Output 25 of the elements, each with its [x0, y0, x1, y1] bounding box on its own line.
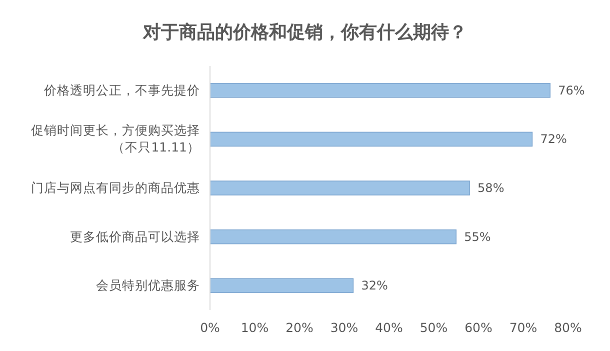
y-tick-label: 促销时间更长，方便购买选择（不只11.11） [31, 122, 200, 155]
x-tick-label: 10% [240, 320, 269, 335]
y-tick-label: 会员特别优惠服务 [96, 278, 200, 293]
bar [210, 180, 470, 196]
x-tick-label: 80% [554, 320, 582, 335]
x-tick-label: 40% [375, 320, 404, 335]
chart-title: 对于商品的价格和促销，你有什么期待？ [142, 22, 467, 43]
x-tick-label: 0% [200, 320, 220, 335]
y-tick-label: 门店与网点有同步的商品优惠 [31, 180, 200, 195]
data-label: 55% [464, 230, 491, 244]
y-tick-label: 更多低价商品可以选择 [70, 228, 200, 244]
data-label: 32% [361, 278, 388, 293]
data-label: 58% [478, 181, 504, 195]
x-tick-label: 70% [509, 320, 538, 335]
y-tick-label: 价格透明公正，不事先提价 [43, 82, 200, 98]
bar [210, 278, 354, 293]
bar [210, 83, 550, 98]
data-label: 72% [540, 132, 567, 146]
bar [210, 229, 457, 244]
x-tick-label: 60% [464, 320, 493, 335]
x-tick-label: 50% [420, 320, 448, 335]
x-tick-label: 30% [330, 320, 358, 335]
x-tick-label: 20% [286, 320, 314, 335]
data-label: 76% [558, 83, 585, 98]
bar [210, 132, 533, 147]
